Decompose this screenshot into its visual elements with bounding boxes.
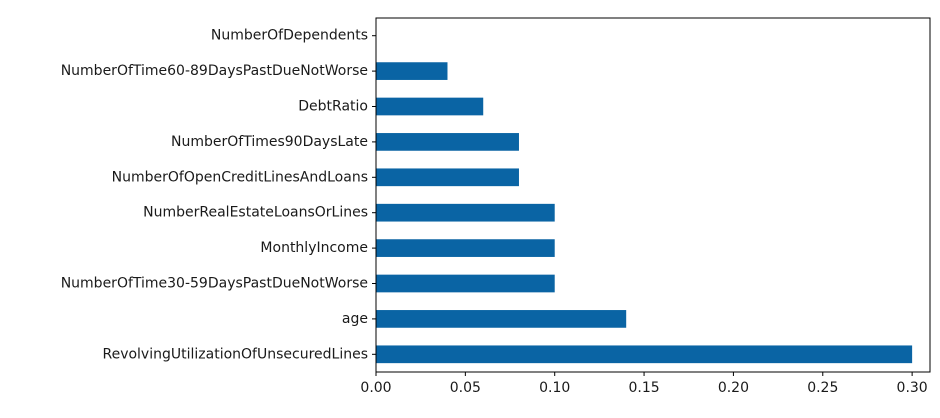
x-ticks: 0.00 0.05 0.10 0.15 0.20 0.25 0.30: [360, 372, 928, 396]
x-tick-label: 0.15: [628, 380, 659, 396]
y-tick-label: NumberOfTime30-59DaysPastDueNotWorse: [61, 276, 368, 292]
bar-NumberRealEstateLoansOrLines: [376, 203, 555, 222]
y-tick-label: NumberOfOpenCreditLinesAndLoans: [112, 169, 368, 185]
x-tick-label: 0.05: [450, 380, 481, 396]
bar-NumberOfTime60-89DaysPastDueNotWorse: [376, 62, 448, 80]
bar-age: [376, 310, 627, 328]
y-tick-label: DebtRatio: [298, 99, 368, 115]
y-tick-label: age: [342, 311, 368, 327]
bar-MonthlyIncome: [376, 239, 555, 257]
bar-DebtRatio: [376, 97, 484, 116]
bar-NumberOfTime30-59DaysPastDueNotWorse: [376, 274, 555, 293]
plot-frame: [375, 17, 931, 373]
x-tick-label: 0.20: [718, 380, 749, 396]
x-tick-label: 0.25: [807, 380, 838, 396]
y-tick-label: NumberOfTime60-89DaysPastDueNotWorse: [61, 63, 368, 79]
bar-NumberOfTimes90DaysLate: [376, 133, 519, 151]
y-tick-label: RevolvingUtilizationOfUnsecuredLines: [102, 346, 368, 362]
bar-NumberOfOpenCreditLinesAndLoans: [376, 168, 519, 187]
x-tick-label: 0.10: [539, 380, 570, 396]
y-tick-labels: RevolvingUtilizationOfUnsecuredLines age N…: [61, 28, 376, 362]
x-tick-label: 0.00: [360, 380, 391, 396]
bars-group: [376, 62, 913, 364]
x-tick-label: 0.30: [897, 380, 928, 396]
y-tick-label: MonthlyIncome: [260, 240, 368, 256]
bar-RevolvingUtilizationOfUnsecuredLines: [376, 345, 913, 364]
y-tick-label: NumberOfTimes90DaysLate: [171, 134, 368, 150]
y-tick-label: NumberRealEstateLoansOrLines: [143, 205, 368, 221]
y-tick-label: NumberOfDependents: [211, 28, 368, 44]
